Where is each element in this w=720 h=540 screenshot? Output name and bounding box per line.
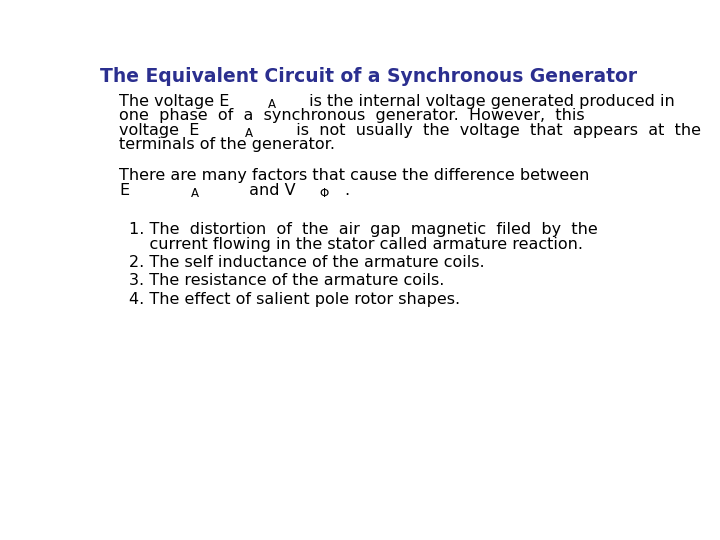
Text: A: A (268, 98, 276, 111)
Text: terminals of the generator.: terminals of the generator. (120, 138, 336, 152)
Text: voltage  E: voltage E (120, 123, 200, 138)
Text: There are many factors that cause the difference between: There are many factors that cause the di… (120, 168, 590, 183)
Text: 2. The self inductance of the armature coils.: 2. The self inductance of the armature c… (129, 255, 485, 270)
Text: current flowing in the stator called armature reaction.: current flowing in the stator called arm… (129, 237, 582, 252)
Text: and V: and V (244, 183, 295, 198)
Text: E: E (120, 183, 130, 198)
Text: 4. The effect of salient pole rotor shapes.: 4. The effect of salient pole rotor shap… (129, 292, 460, 307)
Text: Φ: Φ (319, 187, 328, 200)
Text: A: A (245, 127, 253, 140)
Text: 3. The resistance of the armature coils.: 3. The resistance of the armature coils. (129, 273, 444, 288)
Text: .: . (344, 183, 349, 198)
Text: The Equivalent Circuit of a Synchronous Generator: The Equivalent Circuit of a Synchronous … (100, 67, 638, 86)
Text: A: A (190, 187, 199, 200)
Text: 1. The  distortion  of  the  air  gap  magnetic  filed  by  the: 1. The distortion of the air gap magneti… (129, 222, 598, 237)
Text: one  phase  of  a  synchronous  generator.  However,  this: one phase of a synchronous generator. Ho… (120, 108, 585, 123)
Text: is  not  usually  the  voltage  that  appears  at  the: is not usually the voltage that appears … (286, 123, 701, 138)
Text: is the internal voltage generated produced in: is the internal voltage generated produc… (304, 93, 675, 109)
Text: The voltage E: The voltage E (120, 93, 230, 109)
